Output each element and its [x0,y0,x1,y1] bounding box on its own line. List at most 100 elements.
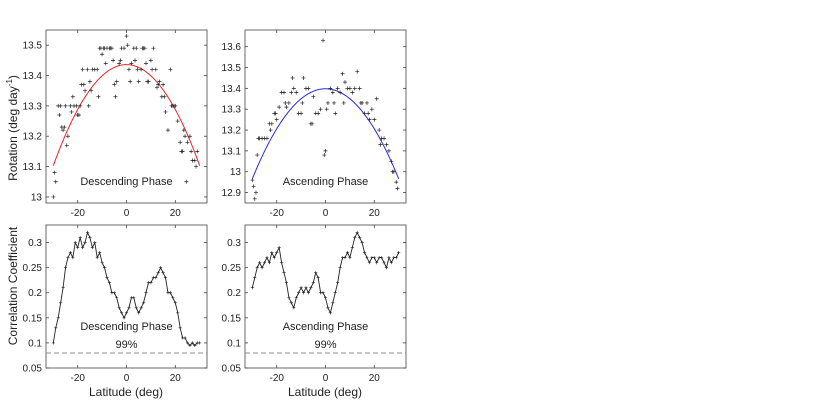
data-point [188,343,192,348]
data-point [111,58,116,63]
y-tick-label: 0.15 [23,313,43,324]
data-point [311,281,315,285]
data-point [274,117,279,122]
data-point [275,250,279,255]
data-point [88,235,92,240]
data-point [65,134,70,139]
data-point [115,296,119,300]
y-tick-label: 13.1 [222,146,242,157]
data-point [90,245,94,250]
data-point [128,79,133,84]
threshold-label: 99% [314,339,336,351]
data-point [265,256,269,260]
data-point [139,306,143,310]
data-point [277,245,281,250]
data-point [142,46,147,51]
data-point [367,261,372,265]
data-point [86,103,91,108]
y-tick-label: 0.05 [222,364,242,375]
data-point [144,291,148,295]
data-point [251,184,256,189]
y-tick-label: 13 [31,192,43,203]
data-point [347,86,352,91]
data-point [324,107,329,112]
y-tick-label: 13.4 [23,71,43,82]
y-tick-label: 13.5 [222,63,242,74]
data-point [301,291,306,295]
data-point [80,67,85,72]
data-point [165,128,170,133]
xlabel-right: Latitude (deg) [288,385,362,399]
data-point [380,256,384,260]
data-point [316,276,320,280]
data-point [378,142,383,147]
data-point [126,67,131,72]
data-point [112,82,117,87]
data-point [289,90,294,95]
data-point [326,306,330,310]
data-point [76,112,81,117]
data-point [124,34,129,39]
data-point [63,103,68,108]
data-point [85,67,90,72]
data-point [87,79,92,84]
fit-curve [52,64,201,166]
y-tick-label: 0.3 [28,238,42,249]
y-tick-label: 0.25 [222,263,242,274]
data-point [277,105,282,110]
data-point [120,311,124,315]
data-point [178,140,183,145]
data-point [117,306,121,310]
data-point [61,128,66,133]
data-point [156,271,160,275]
data-point [387,256,391,260]
data-point [338,90,343,95]
y-tick-label: 0.2 [227,288,241,299]
data-point [284,105,289,110]
data-point [93,240,97,245]
data-point [81,82,86,87]
data-point [382,136,387,141]
data-point [176,311,180,315]
y-tick-label: 13.4 [222,84,242,95]
data-point [192,158,197,163]
data-point [98,250,102,255]
threshold-label: 99% [115,339,137,351]
data-point [375,261,379,265]
data-point [153,67,158,72]
data-point [144,61,149,66]
data-point [89,88,94,93]
data-point [136,79,141,84]
data-point [175,119,180,124]
data-point [58,103,63,108]
data-point [283,100,288,105]
data-point [335,86,340,91]
x-tick-label: 20 [369,208,381,219]
y-tick-label: 0.3 [227,238,241,249]
data-point [297,291,301,295]
y-tick-label: 13.2 [23,132,43,143]
data-point [273,111,278,116]
data-point [100,261,104,265]
data-point [328,86,333,91]
data-point [357,86,362,91]
data-point [309,286,313,290]
data-point [384,266,389,270]
data-point [389,159,394,164]
data-point [194,164,199,169]
data-point [322,153,327,158]
data-point [333,291,337,295]
data-point [301,75,306,80]
data-point [358,235,362,240]
data-point [159,266,163,270]
data-point [325,100,330,105]
data-point [151,46,156,51]
data-point [85,230,90,235]
fit-curve [251,88,400,180]
y-tick-label: 13.1 [23,162,43,173]
data-point [61,286,65,290]
data-point [287,296,291,300]
data-point [255,153,260,158]
y-tick-label: 13 [230,167,242,178]
data-point [124,311,129,315]
